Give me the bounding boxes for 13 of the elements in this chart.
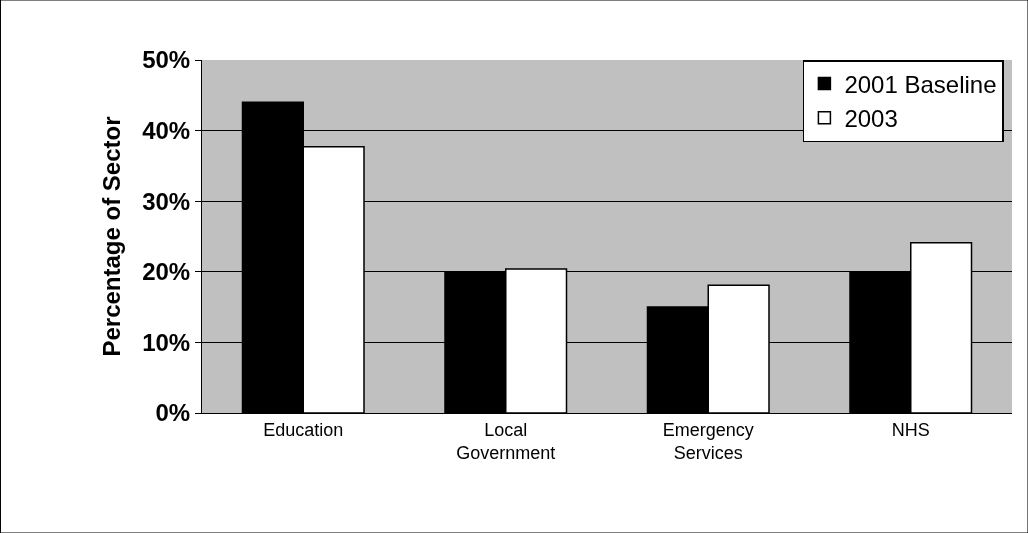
y-axis-title: Percentage of Sector	[98, 116, 126, 357]
y-tick-label: 10%	[142, 328, 191, 356]
x-tick-label: Local Government	[456, 419, 556, 463]
x-tick-label: Emergency Services	[662, 419, 754, 463]
y-tick-label: 0%	[155, 399, 191, 427]
legend-label: 2001 Baseline	[844, 70, 997, 98]
y-tick-label: 40%	[142, 117, 191, 144]
y-tick-label: 50%	[142, 46, 191, 74]
y-tick-label: 20%	[142, 258, 191, 286]
legend-label: 2003	[844, 105, 898, 133]
y-tick-label: 30%	[142, 187, 191, 215]
x-tick-label: Education	[263, 419, 344, 440]
x-tick-label: NHS	[891, 419, 930, 440]
